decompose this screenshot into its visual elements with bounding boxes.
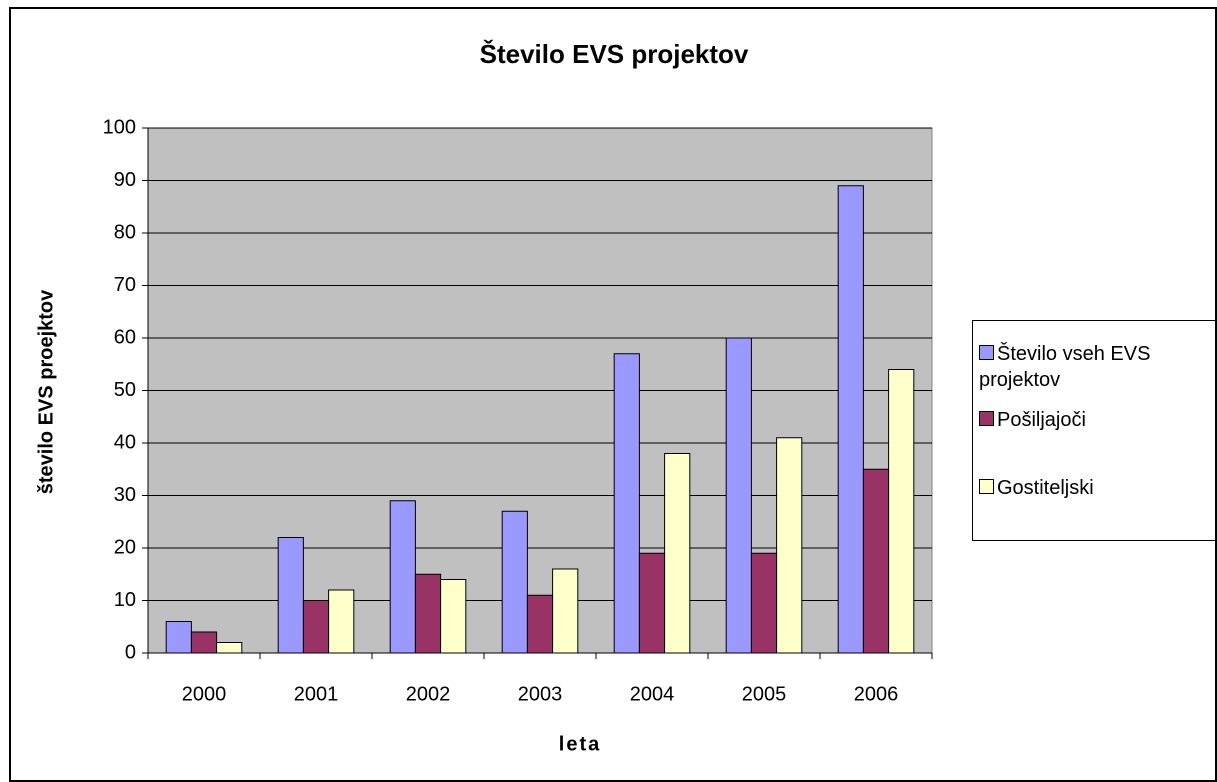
- y-tick-label: 70: [114, 274, 136, 296]
- bar: [165, 621, 192, 654]
- bar: [862, 468, 890, 654]
- y-tick-label: 10: [114, 589, 136, 611]
- legend-label: Gostiteljski: [997, 477, 1094, 499]
- bar: [389, 500, 416, 654]
- legend-entry: Pošiljajoči: [979, 407, 1211, 433]
- bar: [552, 568, 579, 654]
- bar: [328, 589, 355, 654]
- bar: [526, 594, 554, 654]
- bar: [750, 552, 778, 654]
- legend-label: Pošiljajoči: [997, 409, 1086, 431]
- x-tick-label: 2005: [742, 683, 787, 705]
- bar: [302, 600, 330, 654]
- bar: [776, 437, 803, 654]
- bar: [440, 579, 467, 654]
- y-tick-label: 40: [114, 431, 136, 453]
- x-tick-label: 2002: [406, 683, 451, 705]
- bar: [216, 642, 243, 654]
- bar: [613, 353, 640, 654]
- y-axis-label: število EVS proejktov: [35, 289, 57, 494]
- x-tick-label: 2004: [630, 683, 675, 705]
- bar: [277, 537, 304, 654]
- y-tick-label: 0: [125, 641, 136, 663]
- x-tick-label: 2003: [518, 683, 563, 705]
- bar: [664, 453, 691, 654]
- bar: [414, 573, 442, 654]
- chart-title: Število EVS projektov: [480, 39, 749, 69]
- legend-swatch: [979, 345, 994, 360]
- y-tick-label: 60: [114, 326, 136, 348]
- legend-entry: Število vseh EVS projektov: [979, 341, 1211, 393]
- x-tick-label: 2000: [182, 683, 227, 705]
- x-tick-label: 2001: [294, 683, 339, 705]
- legend-entry: Gostiteljski: [979, 475, 1211, 501]
- y-tick-label: 20: [114, 536, 136, 558]
- y-tick-label: 30: [114, 484, 136, 506]
- bar: [888, 369, 915, 654]
- bar: [190, 631, 218, 654]
- legend-label: Število vseh EVS projektov: [979, 343, 1151, 391]
- bar: [638, 552, 666, 654]
- bar: [501, 510, 528, 654]
- y-tick-label: 100: [103, 116, 136, 138]
- legend: Število vseh EVS projektov Pošiljajoči Gos…: [972, 320, 1215, 541]
- x-axis-label: leta: [559, 733, 601, 755]
- bar: [725, 337, 752, 654]
- y-tick-label: 90: [114, 169, 136, 191]
- legend-swatch: [979, 479, 994, 494]
- bar: [837, 185, 864, 654]
- legend-swatch: [979, 411, 994, 426]
- y-tick-label: 50: [114, 379, 136, 401]
- y-tick-label: 80: [114, 221, 136, 243]
- x-tick-label: 2006: [854, 683, 899, 705]
